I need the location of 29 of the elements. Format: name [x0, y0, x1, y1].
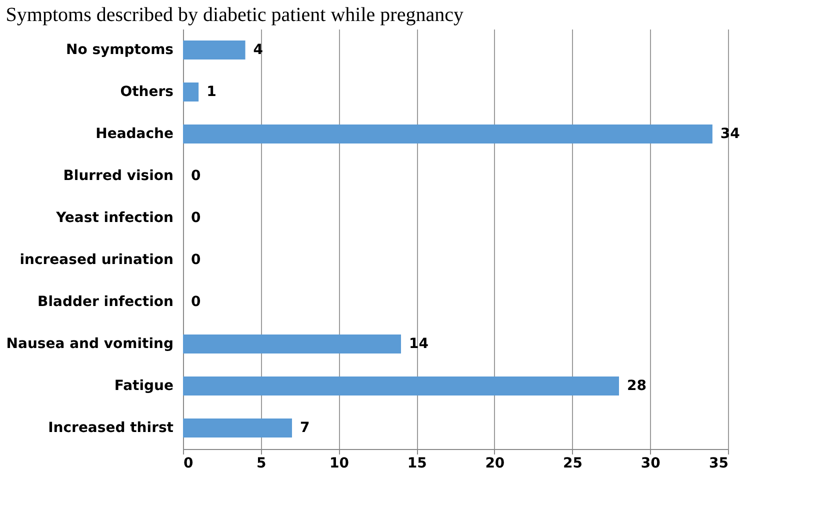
x-tick-label: 5 — [256, 456, 266, 472]
data-label: 14 — [409, 336, 429, 352]
data-label: 0 — [191, 168, 201, 184]
data-label: 0 — [191, 210, 201, 226]
y-tick-label: Others — [120, 84, 174, 100]
data-label: 0 — [191, 252, 201, 268]
y-tick-label: increased urination — [20, 252, 174, 268]
x-tick-label: 30 — [640, 456, 661, 472]
x-tick-label: 20 — [485, 456, 505, 472]
data-label: 28 — [627, 378, 646, 394]
data-label: 4 — [253, 42, 264, 58]
y-tick-label: Yeast infection — [55, 210, 174, 226]
x-tick-label: 0 — [184, 456, 194, 472]
data-label: 1 — [206, 84, 216, 100]
data-label: 7 — [300, 420, 310, 436]
y-tick-label: Fatigue — [114, 378, 174, 394]
chart-title: Symptoms described by diabetic patient while pregnancy — [6, 4, 464, 26]
y-tick-label: Blurred vision — [63, 168, 174, 184]
y-tick-label: Headache — [96, 126, 174, 142]
x-tick-label: 15 — [407, 456, 427, 472]
y-tick-label: Increased thirst — [48, 420, 174, 436]
x-tick-label: 10 — [329, 456, 350, 472]
data-label: 0 — [191, 294, 201, 310]
y-tick-label: Nausea and vomiting — [6, 336, 174, 352]
y-tick-label: No symptoms — [66, 42, 174, 58]
x-tick-label: 25 — [563, 456, 583, 472]
x-tick-label: 35 — [709, 456, 728, 472]
data-label: 34 — [720, 126, 740, 142]
y-tick-label: Bladder infection — [38, 294, 174, 310]
